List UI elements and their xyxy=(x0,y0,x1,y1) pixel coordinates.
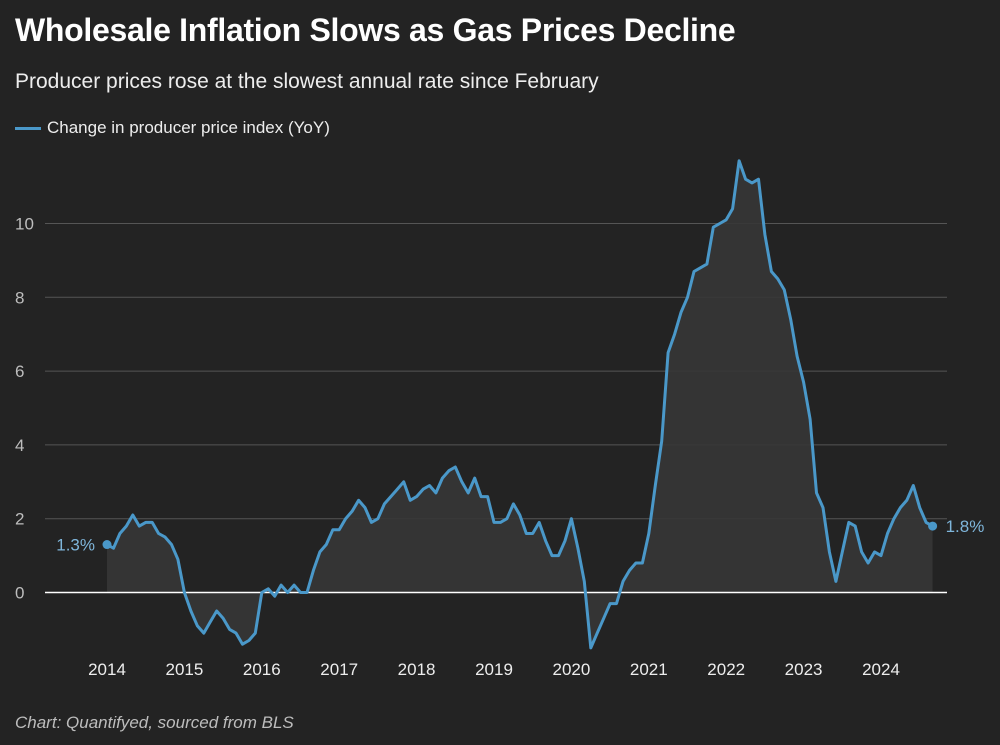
start-value-label: 1.3% xyxy=(56,536,95,555)
x-tick-label: 2017 xyxy=(320,660,358,679)
x-tick-label: 2023 xyxy=(785,660,823,679)
x-tick-label: 2021 xyxy=(630,660,668,679)
y-tick-label: 6 xyxy=(15,362,24,381)
x-tick-label: 2024 xyxy=(862,660,900,679)
series-line xyxy=(105,159,935,650)
y-tick-label: 10 xyxy=(15,215,34,234)
x-tick-label: 2016 xyxy=(243,660,281,679)
y-tick-label: 4 xyxy=(15,436,24,455)
x-tick-label: 2019 xyxy=(475,660,513,679)
end-value-label: 1.8% xyxy=(946,517,985,536)
chart-subtitle: Producer prices rose at the slowest annu… xyxy=(15,70,599,93)
x-tick-label: 2015 xyxy=(165,660,203,679)
start-point-marker xyxy=(102,540,112,550)
y-tick-label: 8 xyxy=(15,288,24,307)
series-area xyxy=(107,160,933,648)
chart-title: Wholesale Inflation Slows as Gas Prices … xyxy=(15,12,736,48)
y-tick-label: 0 xyxy=(15,584,24,603)
legend: Change in producer price index (YoY) xyxy=(15,118,330,138)
end-point-marker xyxy=(928,521,938,531)
legend-line-swatch xyxy=(15,126,41,130)
y-tick-label: 2 xyxy=(15,510,24,529)
legend-label: Change in producer price index (YoY) xyxy=(47,118,330,137)
x-tick-label: 2014 xyxy=(88,660,126,679)
x-tick-label: 2022 xyxy=(707,660,745,679)
source-note: Chart: Quantifyed, sourced from BLS xyxy=(15,713,294,732)
x-tick-label: 2018 xyxy=(398,660,436,679)
x-tick-label: 2020 xyxy=(552,660,590,679)
